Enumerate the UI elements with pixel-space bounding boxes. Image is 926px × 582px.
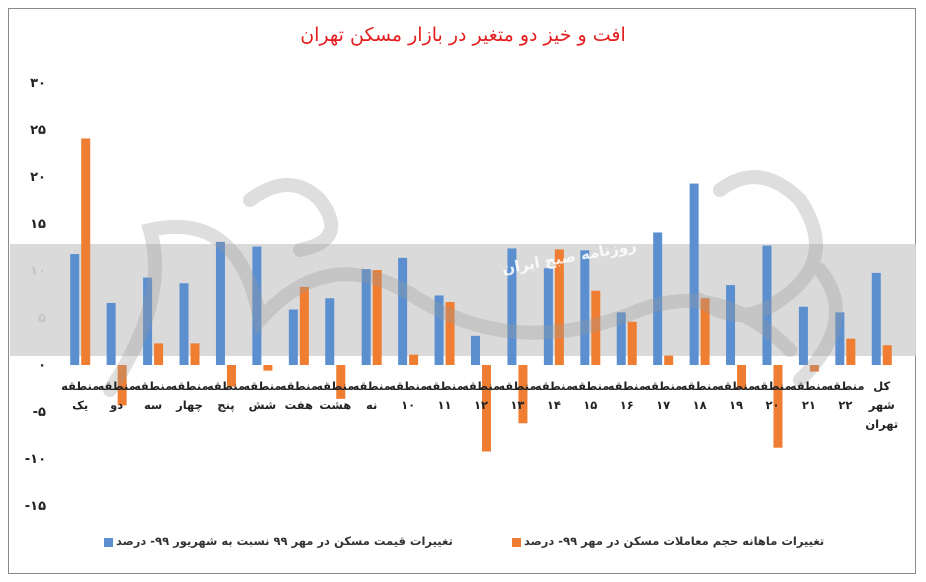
bar-volume-change	[336, 365, 346, 399]
bar-price-change	[252, 246, 262, 365]
bar-volume-change	[117, 365, 127, 406]
x-category-label: منطقه ۲۲	[826, 379, 864, 412]
x-category-label: منطقه دو	[98, 379, 136, 413]
bar-price-change	[726, 285, 736, 365]
x-category-label: منطقه ۲۰	[753, 379, 791, 412]
bar-volume-change	[409, 354, 419, 365]
legend-swatch-volume	[512, 538, 521, 547]
bar-price-change	[434, 295, 444, 365]
bar-price-change	[215, 241, 225, 365]
bars-group	[70, 138, 892, 452]
bar-price-change	[325, 298, 335, 365]
x-category-label: کل شهر تهران	[865, 379, 898, 431]
bar-price-change	[871, 272, 881, 365]
bar-price-change	[543, 268, 553, 365]
bar-volume-change	[627, 321, 637, 365]
bar-volume-change	[809, 365, 819, 372]
legend: تغییرات قیمت مسکن در مهر ۹۹ نسبت به شهری…	[0, 534, 926, 554]
x-category-label: منطقه ۱۹	[717, 379, 755, 412]
bar-price-change	[398, 257, 408, 365]
bar-price-change	[689, 183, 699, 365]
bar-volume-change	[299, 286, 309, 365]
x-category-label: منطقه ۱۴	[535, 379, 573, 412]
x-category-label: منطقه سه	[134, 379, 172, 412]
bar-price-change	[471, 335, 480, 365]
x-category-label: منطقه ۲۱	[790, 379, 828, 412]
bar-price-change	[507, 248, 517, 365]
y-tick-label: ۰	[38, 358, 46, 373]
y-tick-label: ۱۵	[30, 217, 46, 232]
legend-swatch-price	[104, 538, 113, 547]
y-tick-label: ۳۰	[30, 76, 46, 91]
bar-price-change	[361, 269, 371, 365]
legend-label-price: تغییرات قیمت مسکن در مهر ۹۹ نسبت به شهری…	[116, 534, 453, 548]
y-tick-label: ۲۰	[30, 170, 46, 185]
bar-price-change	[798, 306, 808, 365]
y-tick-label: -۱۰	[25, 452, 46, 467]
x-category-label: منطقه ۱۳	[498, 379, 536, 412]
y-tick-label: -۱۵	[25, 499, 46, 514]
legend-label-volume: تغییرات ماهانه حجم معاملات مسکن در مهر ۹…	[524, 534, 825, 548]
bar-price-change	[106, 302, 116, 365]
bar-volume-change	[773, 365, 783, 448]
bar-volume-change	[482, 365, 491, 452]
bar-price-change	[835, 312, 845, 365]
x-category-label: منطقه ۱۸	[680, 379, 718, 412]
x-category-label: منطقه ۱۶	[608, 379, 646, 412]
bar-price-change	[143, 277, 153, 365]
bar-volume-change	[372, 270, 382, 365]
bar-price-change	[288, 309, 298, 365]
bar-volume-change	[81, 138, 91, 365]
x-category-label: منطقه نه	[353, 379, 391, 412]
bar-volume-change	[700, 298, 710, 365]
bar-volume-change	[882, 345, 892, 365]
y-tick-label: ۲۵	[30, 123, 46, 138]
bar-volume-change	[664, 355, 674, 365]
bar-price-change	[653, 232, 663, 365]
bar-volume-change	[445, 302, 455, 365]
chart-title: افت و خیز دو متغیر در بازار مسکن تهران	[300, 24, 626, 46]
x-category-label: منطقه چهار	[170, 379, 208, 412]
x-category-label: منطقه هفت	[280, 379, 318, 412]
x-category-label: منطقه ۱۰	[389, 379, 427, 412]
bar-price-change	[762, 245, 772, 365]
bar-volume-change	[518, 365, 528, 424]
bar-volume-change	[226, 365, 236, 387]
bar-volume-change	[846, 338, 856, 365]
bar-volume-change	[190, 343, 200, 365]
bar-price-change	[616, 312, 626, 365]
x-category-label: منطقه هشت	[316, 379, 354, 412]
bar-price-change	[580, 250, 590, 365]
x-category-label: منطقه ۱۵	[571, 379, 609, 412]
y-tick-label: -۵	[33, 405, 46, 420]
x-category-label: منطقه ۱۲	[462, 379, 500, 412]
bar-volume-change	[154, 343, 164, 365]
x-category-label: منطقه ۱۱	[425, 379, 463, 412]
bar-volume-change	[591, 290, 601, 365]
x-category-label: منطقه یک	[61, 379, 99, 412]
x-category-label: منطقه شش	[243, 379, 281, 412]
bar-volume-change	[263, 365, 273, 371]
bar-price-change	[179, 283, 189, 365]
bar-volume-change	[737, 365, 747, 390]
bar-price-change	[70, 254, 80, 365]
x-category-label: منطقه پنج	[207, 379, 245, 412]
bar-volume-change	[554, 249, 564, 365]
x-category-label: منطقه ۱۷	[644, 379, 682, 412]
